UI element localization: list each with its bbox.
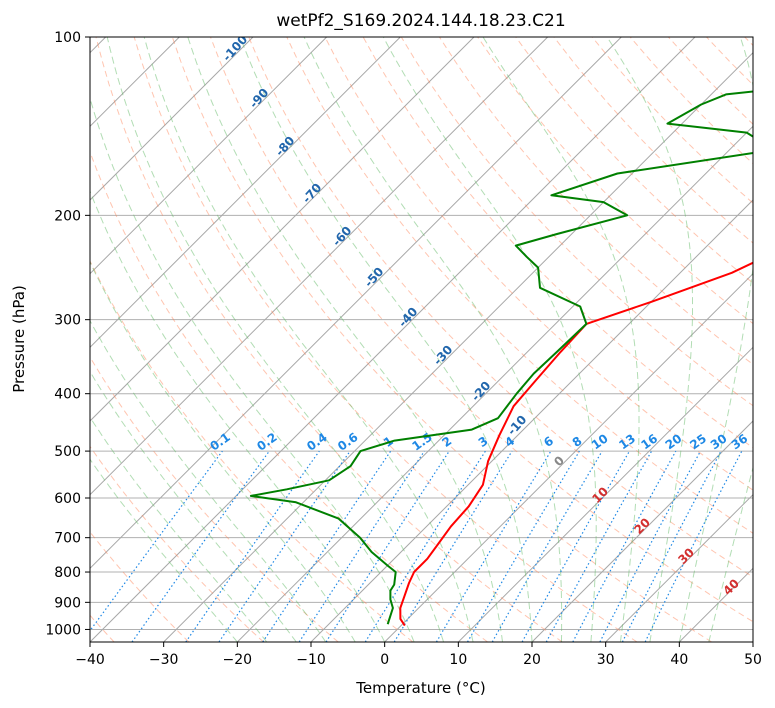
dry-adiabat-line (515, 37, 753, 284)
mixing-ratio-line (131, 450, 270, 642)
isotherm-line (90, 37, 475, 422)
isotherm-line (90, 37, 622, 570)
y-tick-label: 400 (54, 387, 81, 403)
x-tick-label: 10 (449, 652, 467, 668)
moist-adiabat-line (90, 370, 297, 642)
x-tick-label: −10 (296, 652, 326, 668)
mixing-ratio-line (393, 450, 513, 642)
dry-adiabat-line (210, 37, 753, 623)
y-tick-label: 100 (54, 30, 81, 46)
moist-adiabat-line (678, 37, 753, 642)
isotherm-line (531, 420, 753, 642)
dry-adiabat-line (95, 37, 563, 642)
dry-adiabats (90, 37, 753, 642)
mixing-ratio-line (298, 450, 425, 642)
dry-adiabat-line (90, 259, 414, 642)
isotherm-lines (90, 37, 753, 642)
x-tick-label: 40 (670, 652, 688, 668)
dry-adiabat-line (324, 37, 753, 491)
chart-title: wetPf2_S169.2024.144.18.23.C21 (276, 11, 565, 31)
x-tick-label: −20 (223, 652, 253, 668)
y-tick-label: 300 (54, 313, 81, 329)
y-tick-label: 900 (54, 595, 81, 611)
moist-adiabat-line (606, 37, 693, 642)
moist-adiabat-line (239, 37, 533, 642)
x-tick-label: 20 (523, 652, 541, 668)
dry-adiabat-line (171, 37, 712, 642)
plot-frame (89, 36, 754, 643)
y-axis-ticks: 100 200 300 400 500 600 700 800 900 1000 (45, 30, 90, 638)
isotherm-line (163, 51, 753, 642)
moist-adiabat-line (106, 37, 445, 642)
mixing-ratio-lines (90, 450, 743, 642)
dry-adiabat-line (90, 445, 264, 642)
moist-adiabat-line (303, 37, 563, 642)
profile-series (249, 90, 753, 627)
y-tick-label: 800 (54, 565, 81, 581)
isotherm-line (90, 37, 696, 642)
y-tick-label: 200 (54, 208, 81, 224)
x-tick-label: 50 (744, 652, 762, 668)
dry-adiabat-line (133, 37, 638, 642)
isotherm-line (90, 37, 328, 275)
mixing-ratio-line (262, 450, 392, 642)
moist-adiabat-line (90, 260, 356, 642)
mixing-ratio-line (90, 450, 223, 632)
x-tick-label: 0 (380, 652, 389, 668)
moist-adiabat-line (187, 37, 503, 642)
x-tick-label: 30 (597, 652, 615, 668)
isotherm-line (236, 125, 753, 642)
dry-adiabat-line (90, 356, 339, 642)
mixing-ratio-line (218, 450, 351, 642)
y-axis-label: Pressure (hPa) (10, 285, 28, 393)
moist-adiabat-line (482, 37, 640, 642)
moist-adiabat-line (90, 96, 415, 642)
mixing-ratio-line (325, 450, 450, 642)
moist-adiabats (90, 37, 753, 642)
x-axis-label: Temperature (°C) (355, 679, 485, 697)
x-tick-label: −40 (75, 652, 105, 668)
dry-adiabat-line (248, 37, 753, 578)
y-tick-label: 1000 (45, 622, 81, 638)
moist-adiabat-line (382, 37, 597, 642)
moist-adiabat-line (708, 465, 753, 642)
temperature-profile-line (399, 261, 753, 627)
x-axis-ticks: −40 −30 −20 −10 0 10 20 30 40 50 (75, 642, 762, 668)
isotherm-line (90, 37, 254, 201)
isotherm-line (90, 37, 401, 349)
x-tick-label: −30 (149, 652, 179, 668)
moist-adiabat-line (143, 37, 474, 642)
dewpoint-profile-line (249, 90, 753, 625)
y-tick-label: 700 (54, 531, 81, 547)
mixing-ratio-line (185, 450, 320, 642)
dry-adiabat-line (286, 37, 753, 534)
mixing-ratio-line (572, 450, 677, 642)
isotherm-line (384, 272, 753, 642)
y-tick-label: 500 (54, 444, 81, 460)
isotherm-line (90, 37, 549, 496)
y-tick-label: 600 (54, 491, 81, 507)
moist-adiabat-line (90, 458, 238, 642)
moist-adiabat-line (90, 416, 268, 642)
mixing-ratio-line (521, 450, 631, 642)
mixing-ratio-line (545, 450, 653, 642)
moist-adiabat-line (90, 189, 386, 642)
isobar-gridlines (90, 37, 753, 630)
isotherm-line (310, 199, 753, 642)
isotherm-line (457, 346, 753, 642)
isotherm-line (605, 493, 753, 642)
mixing-ratio-line (644, 450, 743, 642)
